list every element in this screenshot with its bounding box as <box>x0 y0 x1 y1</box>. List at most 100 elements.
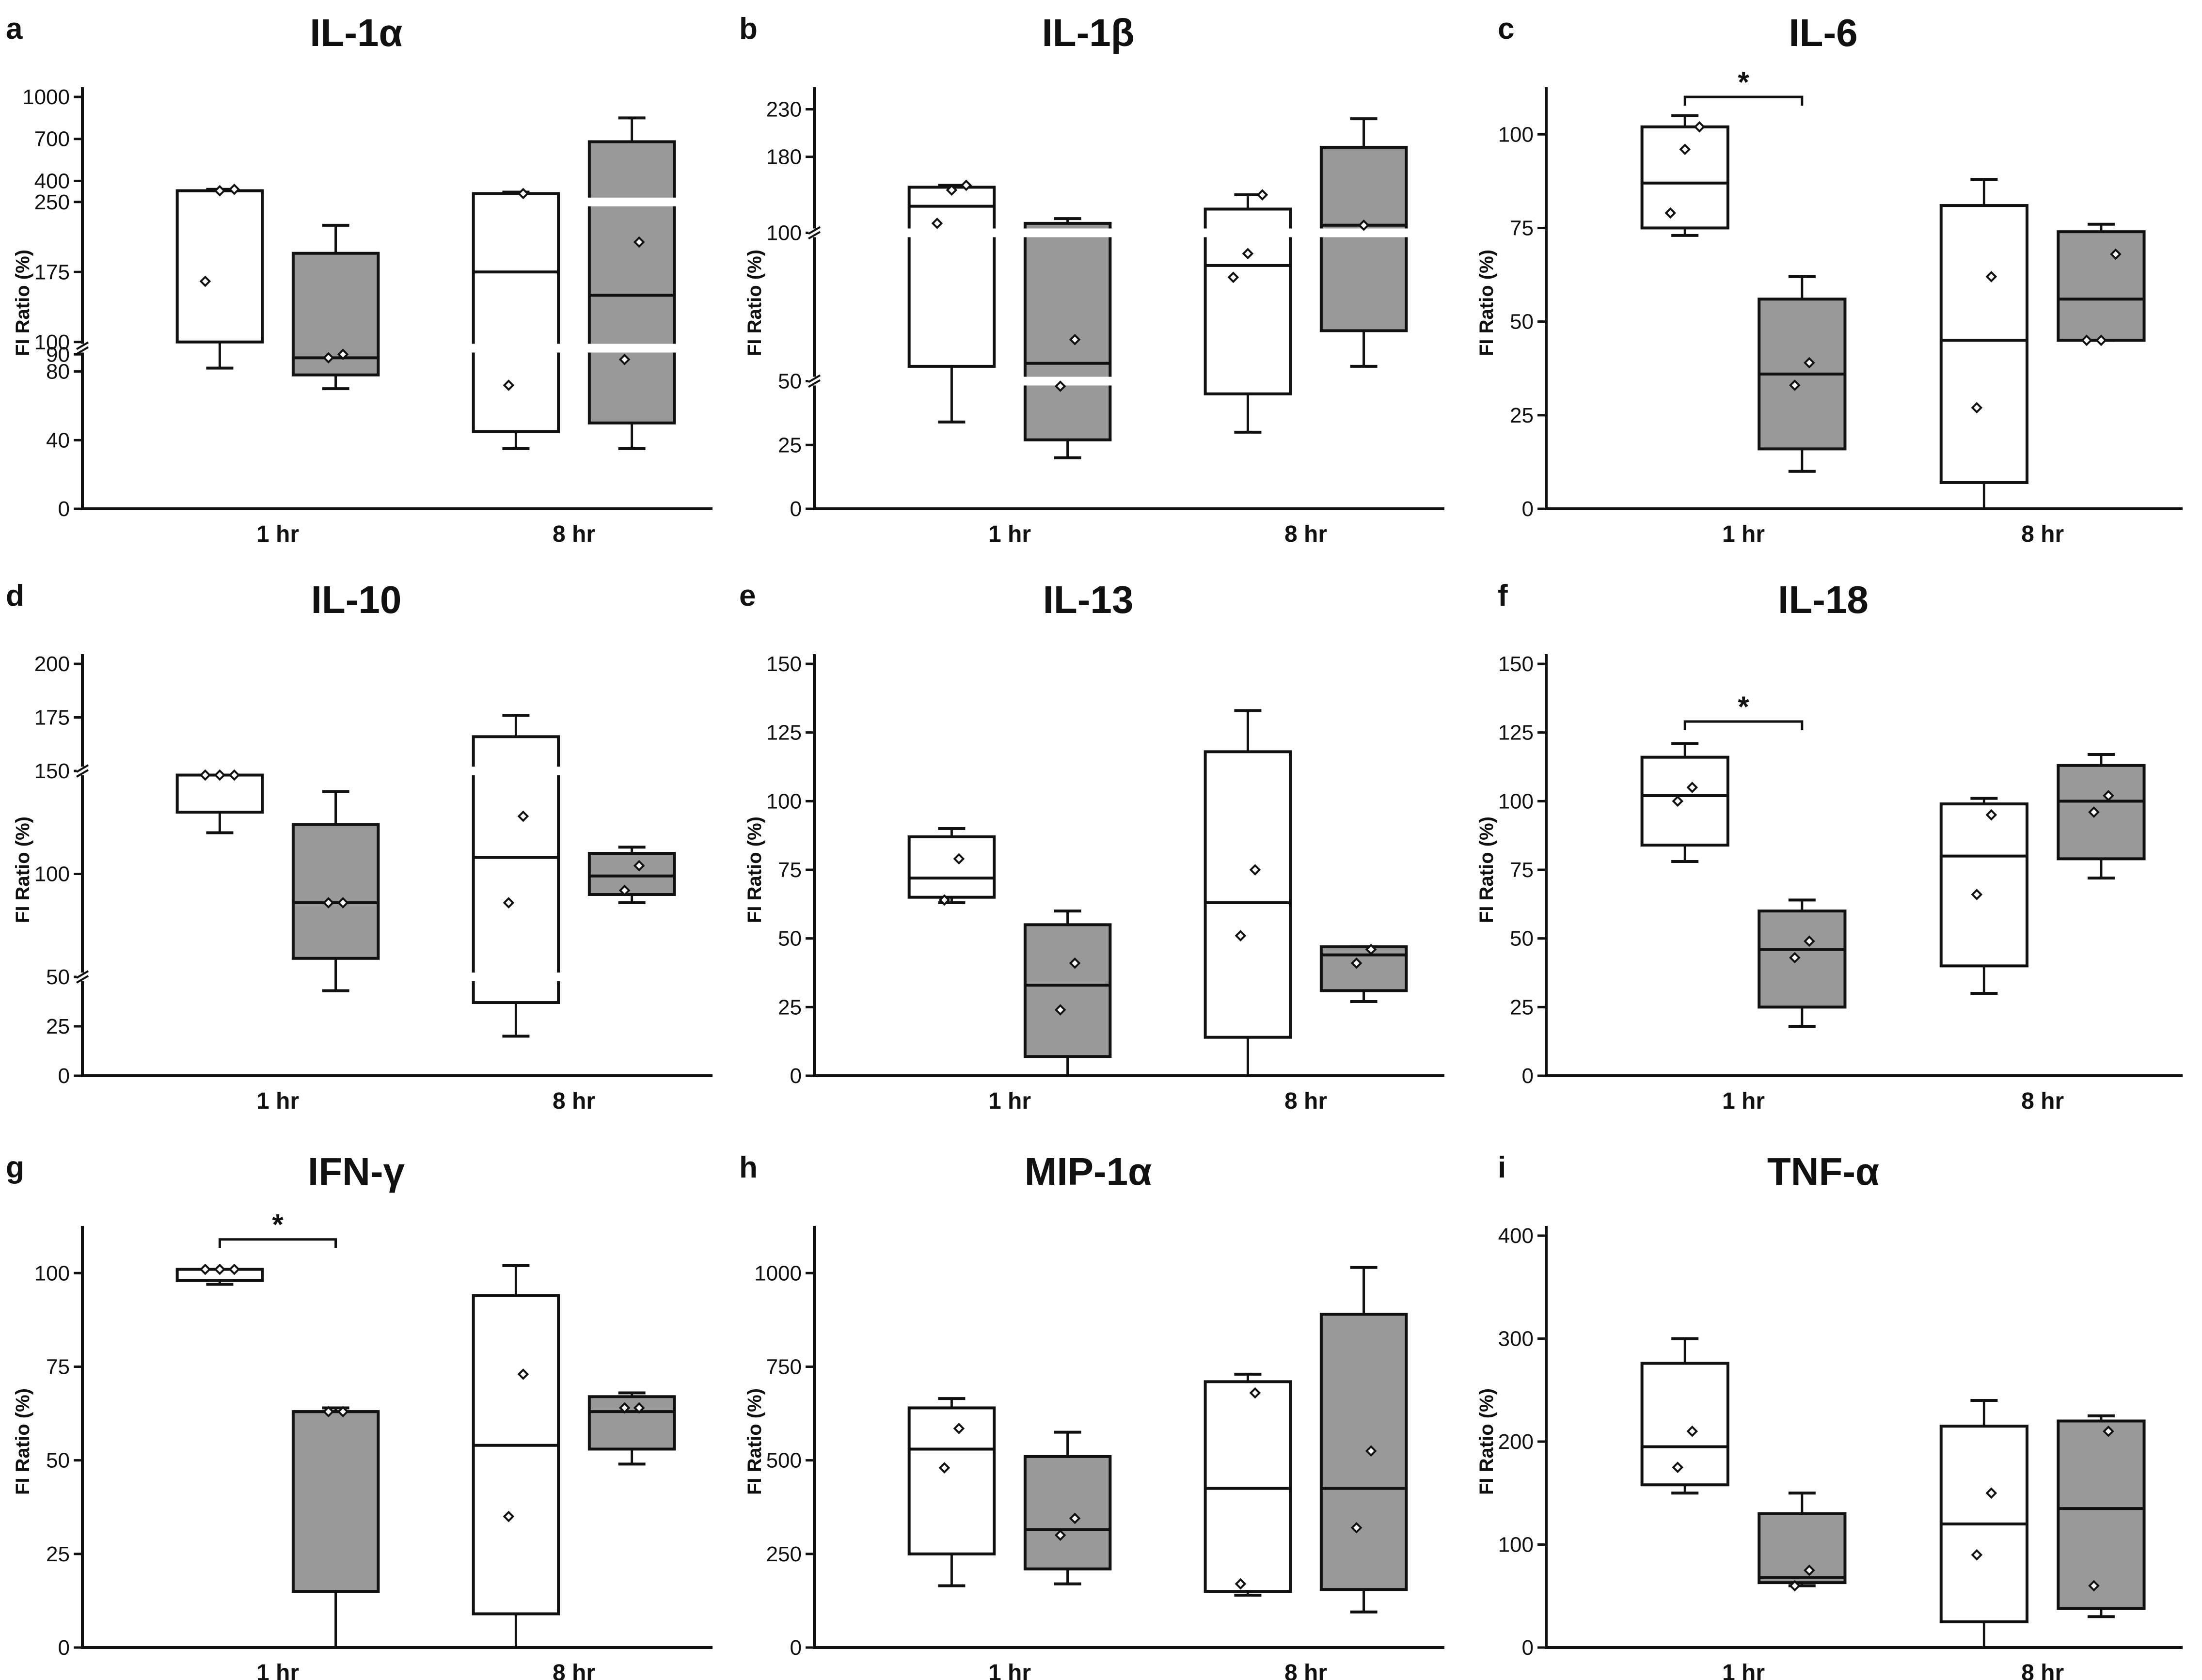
axis-break-mark <box>76 346 89 355</box>
y-tick-label: 0 <box>58 1064 70 1088</box>
y-tick-label: 25 <box>1510 995 1534 1019</box>
data-point <box>1694 121 1706 133</box>
axis-break-gap <box>77 344 88 353</box>
panel-e: e IL-13 FI Ratio (%) 0 25 50 75 100 125 150 1 hr 8 … <box>739 578 1444 1114</box>
box-body <box>291 823 380 960</box>
box-body <box>2057 764 2146 861</box>
y-tick-label: 0 <box>1522 1636 1534 1660</box>
panel-h: h MIP-1α FI Ratio (%) 0 250 500 750 1000 1 hr 8 h… <box>739 1150 1444 1680</box>
axis-break-mark <box>808 226 821 235</box>
data-point <box>2110 248 2122 260</box>
data-point <box>1971 889 1983 900</box>
y-tick-label: 150 <box>34 759 70 783</box>
y-axis-label: FI Ratio (%) <box>12 1388 33 1495</box>
y-tick-label: 200 <box>1498 1430 1534 1454</box>
panel-letter: d <box>6 579 24 612</box>
box-grey <box>291 223 380 391</box>
y-tick-label: 50 <box>46 1449 70 1473</box>
data-point <box>1069 333 1081 345</box>
box-white <box>1640 114 1729 237</box>
y-tick-label: 500 <box>766 1449 802 1473</box>
panel-title: IFN-γ <box>308 1150 405 1193</box>
box-grey <box>1758 275 1847 473</box>
y-tick-label: 75 <box>1510 216 1534 240</box>
data-point <box>199 1263 211 1275</box>
y-tick-label: 175 <box>34 260 70 284</box>
box-body <box>291 251 380 377</box>
y-tick-label: 25 <box>1510 404 1534 427</box>
data-point <box>228 183 240 195</box>
panel-letter: g <box>6 1151 24 1184</box>
box-white <box>175 769 264 834</box>
panel-g: g IFN-γ FI Ratio (%) 0 25 50 75 100 1 hr 8 hr * <box>6 1150 713 1680</box>
box-grey <box>1319 1266 1408 1614</box>
data-point <box>503 897 515 909</box>
box-white <box>1640 742 1729 863</box>
box-body <box>907 835 996 899</box>
y-tick-label: 0 <box>58 497 70 521</box>
y-tick-label: 230 <box>766 98 802 122</box>
y-tick-label: 50 <box>778 927 802 951</box>
box-body <box>1319 945 1408 992</box>
box-body <box>472 192 560 433</box>
box-break-gap <box>585 344 679 353</box>
y-tick-label: 250 <box>766 1542 802 1566</box>
x-tick-label: 8 hr <box>553 1088 595 1114</box>
data-point <box>2088 1580 2100 1592</box>
y-axis-label: FI Ratio (%) <box>744 250 765 356</box>
data-point <box>1350 1522 1362 1534</box>
box-break-gap <box>905 228 998 237</box>
y-tick-label: 100 <box>766 789 802 813</box>
box-body <box>291 1410 380 1593</box>
x-tick-label: 8 hr <box>1284 521 1327 547</box>
box-white <box>1204 1372 1292 1597</box>
data-point <box>1054 1004 1066 1016</box>
x-tick-label: 1 hr <box>1722 1088 1765 1114</box>
box-body <box>907 186 996 368</box>
box-body <box>1204 1380 1292 1593</box>
x-tick-label: 8 hr <box>2021 1088 2064 1114</box>
data-point <box>1686 1425 1698 1437</box>
panel-title: IL-1α <box>310 11 402 54</box>
data-point <box>1686 782 1698 793</box>
x-tick-label: 1 hr <box>256 1088 299 1114</box>
x-tick-label: 1 hr <box>988 1660 1031 1680</box>
box-white <box>1939 797 2028 995</box>
data-point <box>2103 1425 2114 1437</box>
y-tick-label: 0 <box>790 1064 802 1088</box>
data-point <box>517 188 529 200</box>
axis-break-gap <box>77 767 88 775</box>
data-point <box>199 769 211 781</box>
data-point <box>214 1263 226 1275</box>
data-point <box>1242 248 1254 260</box>
data-point <box>1804 935 1815 947</box>
box-body <box>175 189 264 344</box>
box-body <box>1640 125 1729 230</box>
data-point <box>1985 809 1997 821</box>
data-point <box>633 860 645 872</box>
y-tick-label: 50 <box>1510 927 1534 951</box>
data-point <box>2103 790 2114 801</box>
box-body <box>587 1395 676 1451</box>
panel-letter: c <box>1498 12 1514 46</box>
y-tick-label: 75 <box>46 1355 70 1379</box>
axis-break-mark <box>76 975 89 984</box>
significance-star: * <box>1738 691 1749 723</box>
data-point <box>1054 380 1066 392</box>
y-tick-label: 100 <box>766 221 802 245</box>
data-point <box>1971 1549 1983 1561</box>
data-point <box>1804 1564 1815 1576</box>
data-point <box>322 352 334 364</box>
data-point <box>1664 207 1677 219</box>
y-tick-label: 300 <box>1498 1327 1534 1351</box>
y-tick-label: 150 <box>766 652 802 676</box>
y-tick-label: 100 <box>1498 789 1534 813</box>
y-axis-label: FI Ratio (%) <box>744 816 765 923</box>
data-point <box>337 1406 349 1418</box>
box-body <box>1758 1512 1847 1585</box>
box-body <box>587 140 676 424</box>
data-point <box>1069 957 1081 969</box>
y-tick-label: 700 <box>34 127 70 151</box>
panel-title: IL-1β <box>1042 11 1134 54</box>
